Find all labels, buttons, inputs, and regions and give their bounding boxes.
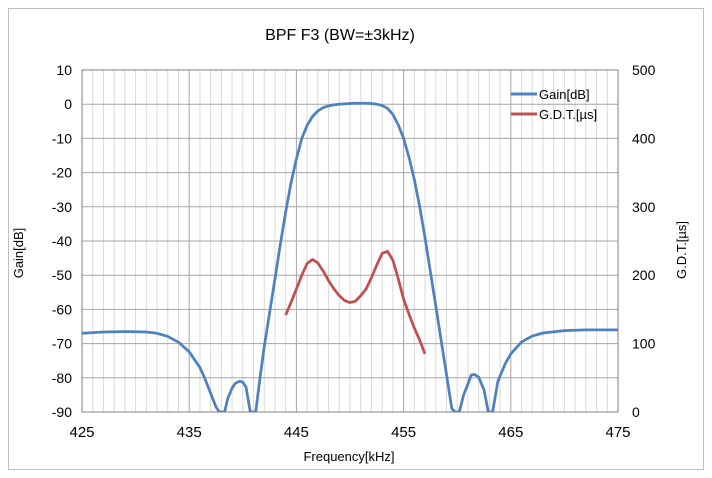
y-tick-label: -50 — [52, 267, 72, 283]
x-tick-label: 435 — [177, 424, 202, 441]
legend-label-gain: Gain[dB] — [539, 87, 590, 102]
series-line-gain — [82, 101, 618, 412]
y-tick-label: -70 — [52, 336, 72, 352]
y-tick-label: -30 — [52, 199, 72, 215]
x-axis-label: Frequency[kHz] — [303, 449, 394, 464]
legend: Gain[dB] G.D.T.[µs] — [511, 87, 597, 122]
x-tick-label: 465 — [498, 424, 523, 441]
y-tick-label: -80 — [52, 370, 72, 386]
y-tick-label: -40 — [52, 233, 72, 249]
chart-container: BPF F3 (BW=±3kHz) 425 435 445 455 465 475 10 0-… — [8, 8, 704, 470]
chart-title: BPF F3 (BW=±3kHz) — [265, 27, 415, 44]
grid — [82, 70, 618, 412]
y2-tick-label: 300 — [632, 199, 656, 215]
y-tick-label: -90 — [52, 404, 72, 420]
chart-svg: BPF F3 (BW=±3kHz) 425 435 445 455 465 475100-… — [8, 8, 704, 470]
tick-labels: 425 435 445 455 465 475100-10-20-30-40-50-60-… — [52, 62, 656, 441]
y-tick-label: 0 — [64, 96, 72, 112]
legend-label-gdt: G.D.T.[µs] — [539, 107, 597, 122]
y2-tick-label: 0 — [632, 404, 640, 420]
y-tick-label: -10 — [52, 130, 72, 146]
chart-border — [8, 8, 704, 470]
x-tick-label: 445 — [284, 424, 309, 441]
y2-tick-label: 100 — [632, 336, 656, 352]
y-tick-label: 10 — [56, 62, 72, 78]
x-tick-label: 455 — [391, 424, 416, 441]
y-tick-label: -60 — [52, 301, 72, 317]
y-tick-label: -20 — [52, 165, 72, 181]
y2-tick-label: 500 — [632, 62, 656, 78]
y2-tick-label: 400 — [632, 130, 656, 146]
y-axis-label: Gain[dB] — [11, 228, 26, 279]
x-tick-label: 475 — [605, 424, 630, 441]
y2-axis-label: G.D.T.[µs] — [674, 221, 689, 279]
series-line-gdt — [284, 249, 427, 355]
plot-area-border — [81, 69, 619, 413]
x-tick-label: 425 — [69, 424, 94, 441]
y2-tick-label: 200 — [632, 267, 656, 283]
series-layer — [82, 101, 618, 412]
